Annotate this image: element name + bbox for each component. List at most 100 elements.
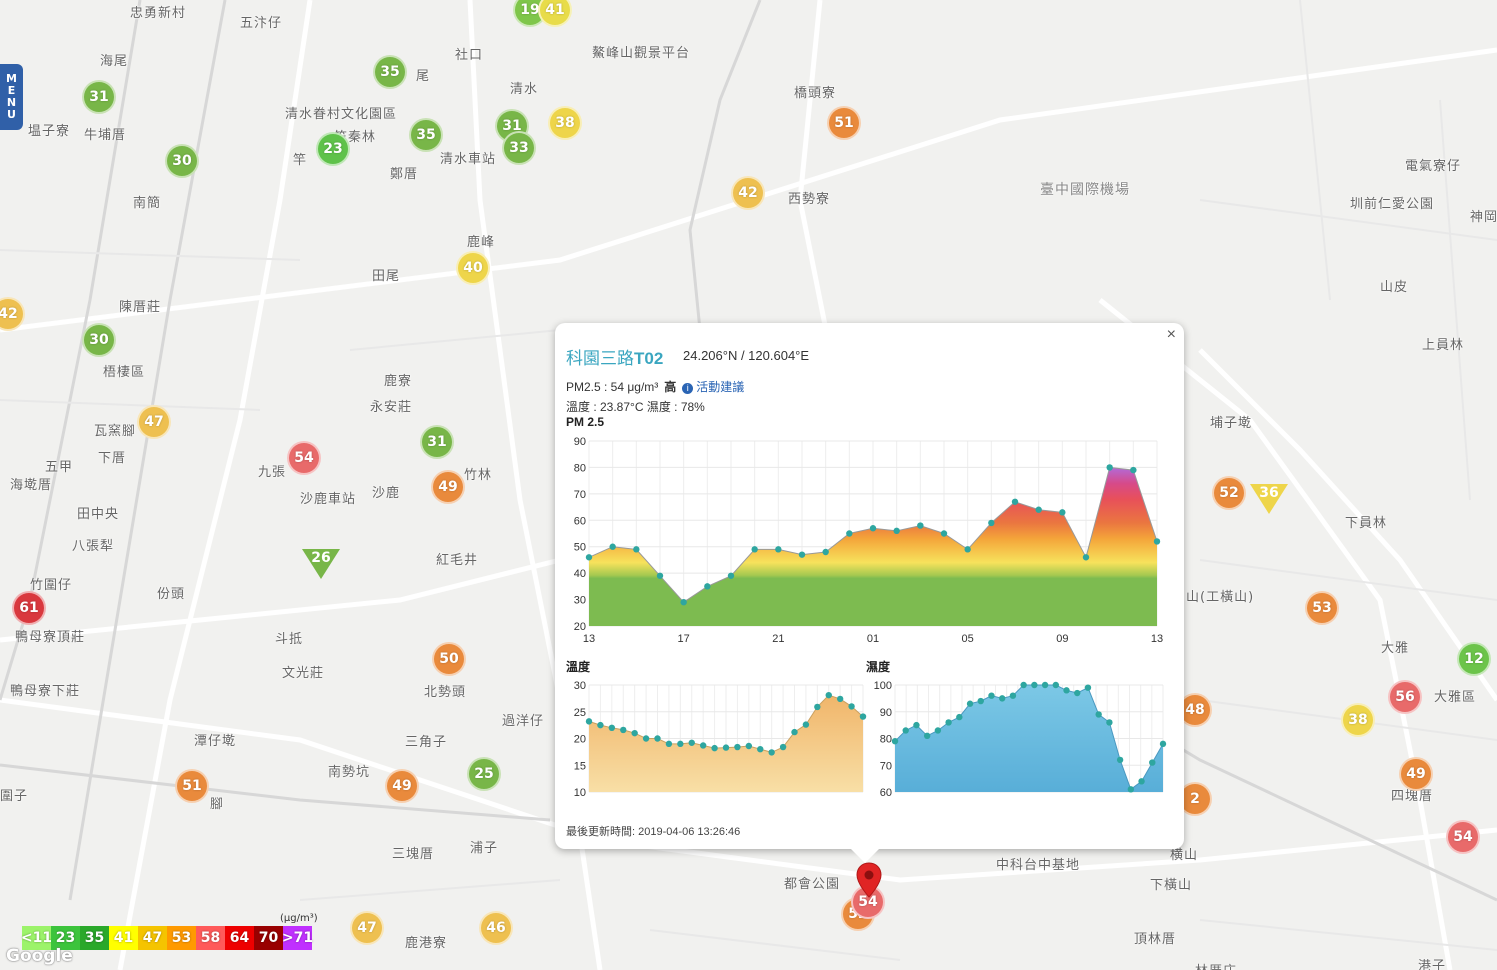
y-tick-label: 30 (574, 595, 586, 607)
place-label: 過洋仔 (502, 714, 545, 729)
data-point (1153, 538, 1161, 545)
data-point (1127, 786, 1135, 793)
place-label: 社口 (455, 48, 484, 63)
data-point (1130, 466, 1137, 474)
station-marker[interactable]: 41 (538, 0, 572, 27)
place-label: 林厝庄 (1195, 960, 1237, 970)
station-marker[interactable]: 49 (431, 470, 465, 504)
temperature-chart: 10 15 20 25 30 60 70 80 90 100 (574, 680, 1167, 799)
station-marker[interactable]: 47 (137, 405, 171, 439)
station-marker[interactable]: 30 (165, 144, 199, 178)
place-label: 上員林 (1422, 338, 1465, 353)
activity-advice-link[interactable]: i 活動建議 (682, 380, 744, 394)
station-marker[interactable]: 61 (12, 591, 46, 625)
station-marker[interactable]: 30 (82, 323, 116, 357)
place-label: 九張 (258, 465, 287, 480)
menu-letter: U (7, 108, 16, 121)
data-point (1095, 711, 1102, 718)
data-point (1035, 506, 1042, 513)
data-point (1020, 681, 1027, 689)
place-label: 沙鹿 (372, 486, 401, 501)
data-point (822, 548, 829, 556)
station-marker[interactable]: 42 (0, 297, 25, 331)
data-point (791, 728, 798, 736)
humidity-chart-title: 濕度 (866, 660, 891, 674)
station-marker[interactable]: 31 (420, 425, 454, 459)
station-triangle-marker[interactable]: 26 (302, 549, 340, 579)
x-tick-label: 01 (867, 633, 879, 645)
station-marker[interactable]: 23 (316, 132, 350, 166)
station-marker[interactable]: 46 (479, 911, 513, 945)
station-marker[interactable]: 31 (82, 80, 116, 114)
data-point (734, 743, 741, 751)
data-point (1031, 681, 1038, 689)
place-label: 圳前仁愛公園 (1350, 197, 1435, 212)
station-marker[interactable]: 35 (409, 118, 443, 152)
selected-location-pin-icon[interactable] (856, 862, 882, 902)
station-marker[interactable]: 51 (827, 106, 861, 140)
y-tick-label: 50 (574, 542, 586, 554)
close-icon[interactable]: × (1166, 326, 1176, 343)
data-point (585, 554, 593, 561)
data-area (895, 685, 1163, 792)
menu-letter: M (6, 72, 17, 85)
place-label: 鄭厝 (390, 167, 419, 182)
station-marker[interactable]: 49 (385, 769, 419, 803)
place-label: 五甲 (45, 460, 74, 475)
station-marker[interactable]: 51 (175, 769, 209, 803)
place-label: 田中央 (77, 507, 120, 522)
station-marker[interactable]: 54 (287, 441, 321, 475)
triangle-marker-value: 26 (311, 550, 331, 566)
place-label: 塭子寮 (28, 124, 71, 139)
place-label: 鹿港寮 (405, 936, 448, 951)
station-marker[interactable]: 52 (1212, 476, 1246, 510)
data-point (1106, 464, 1113, 471)
station-marker[interactable]: 35 (373, 55, 407, 89)
place-label: 大雅 (1381, 641, 1410, 656)
place-label: 鹿峰 (467, 235, 496, 250)
data-point (1063, 687, 1070, 694)
data-point (631, 729, 638, 737)
station-marker[interactable]: 53 (1305, 591, 1339, 625)
y-tick-label: 100 (874, 680, 892, 692)
pm25-legend: <11 23 35 41 47 53 58 64 70 >71 (21, 926, 313, 950)
station-marker[interactable]: 25 (467, 757, 501, 791)
station-marker[interactable]: 56 (1388, 680, 1422, 714)
legend-item: 23 (51, 926, 80, 950)
place-label: 清水眷村文化園區 (285, 107, 398, 122)
place-label: 電氣寮仔 (1405, 159, 1462, 174)
pm25-value: PM2.5 : 54 μg/m³ (566, 380, 659, 394)
data-point (814, 703, 821, 711)
station-marker[interactable]: 38 (548, 106, 582, 140)
station-marker[interactable]: 50 (432, 642, 466, 676)
place-label: 南勢坑 (328, 765, 371, 780)
station-marker[interactable]: 40 (456, 251, 490, 285)
station-triangle-marker[interactable]: 36 (1250, 484, 1288, 514)
pm25-chart: 20 30 40 50 60 70 80 90 13 17 21 01 05 09 13 (574, 436, 1163, 645)
station-marker[interactable]: 33 (502, 131, 536, 165)
y-tick-label: 25 (574, 707, 586, 719)
data-point (745, 742, 753, 750)
station-marker[interactable]: 38 (1341, 703, 1375, 737)
station-info-popup: × 科園三路T02 24.206°N / 120.604°E PM2.5 : 5… (555, 323, 1184, 863)
station-marker[interactable]: 12 (1457, 642, 1491, 676)
x-tick-label: 21 (772, 633, 784, 645)
place-label: 清水 (510, 82, 539, 97)
place-label: 永安莊 (370, 400, 413, 415)
station-coordinates: 24.206°N / 120.604°E (683, 348, 810, 363)
place-label: 潭仔墘 (194, 734, 237, 749)
station-marker[interactable]: 47 (350, 911, 384, 945)
legend-item: 70 (254, 926, 283, 950)
station-marker[interactable]: 42 (731, 176, 765, 210)
station-marker[interactable]: 49 (1399, 757, 1433, 791)
place-label: 頂林厝 (1134, 932, 1177, 947)
station-marker[interactable]: 54 (1446, 820, 1480, 854)
legend-item: <11 (21, 926, 52, 950)
legend-unit: (μg/m³) (280, 913, 318, 924)
data-point (825, 691, 832, 699)
station-code: T02 (634, 349, 664, 368)
place-label: 神岡 (1470, 210, 1497, 225)
data-point (964, 546, 971, 553)
